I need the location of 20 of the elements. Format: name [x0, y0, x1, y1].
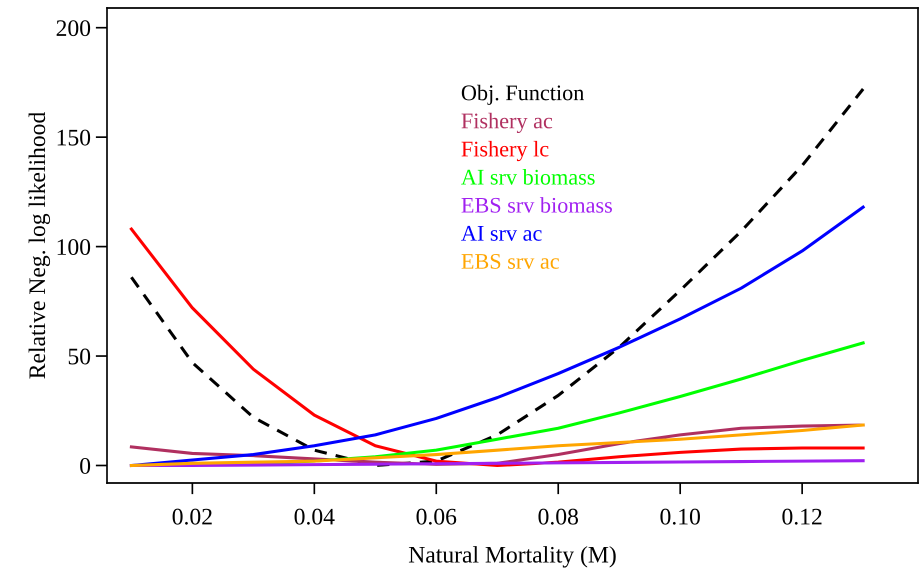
text: Fishery lc [462, 140, 548, 162]
x-tick-label: 0.06 [416, 508, 456, 525]
x-tick-label: 0.04 [294, 508, 335, 525]
text: EBS srv ac [462, 254, 559, 269]
y-tick-label: 50 [68, 348, 90, 364]
x-tick-label: 0.12 [782, 508, 822, 525]
x-tick-label: 0.02 [172, 508, 212, 525]
y-tick-label: 200 [56, 20, 90, 36]
y-axis-title: Relative Neg. log likelihood [28, 112, 50, 379]
text: Obj. Function [462, 84, 584, 105]
y-tick-label: 100 [58, 239, 90, 256]
text: AI srv biomass [461, 169, 595, 185]
x-tick-label: 0.08 [538, 508, 578, 525]
text: Fishery ac [462, 112, 552, 134]
y-tick-label: 150 [58, 130, 90, 146]
text: AI srv ac [461, 226, 542, 241]
text: EBS srv biomass [462, 197, 612, 213]
x-tick-label: 0.10 [660, 508, 700, 525]
x-axis-title: Natural Mortality (M) [408, 546, 616, 568]
y-tick-label: 0 [80, 458, 90, 474]
